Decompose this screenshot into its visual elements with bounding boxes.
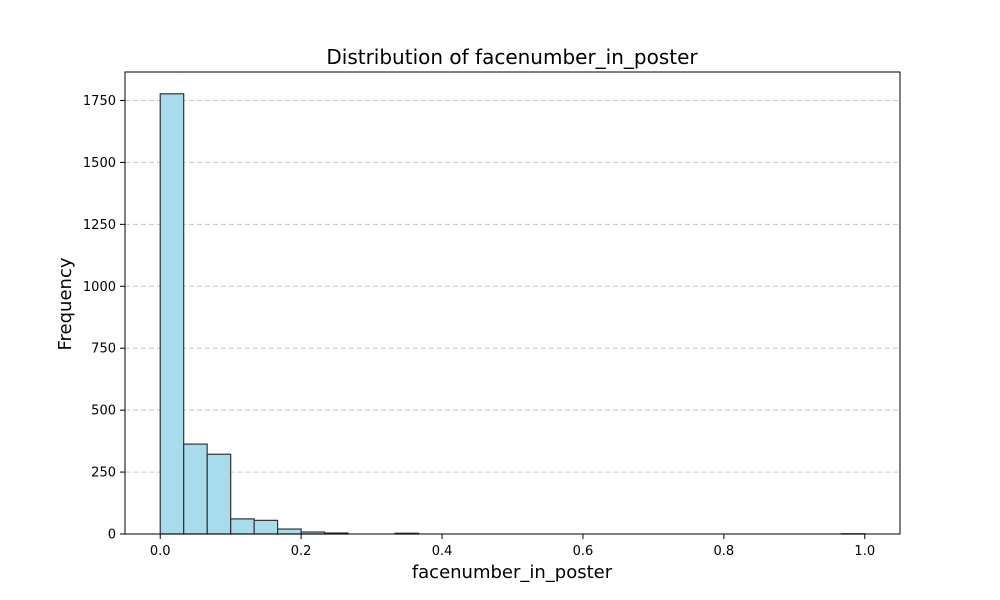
x-tick-label: 0.8 <box>714 544 735 559</box>
histogram-bar <box>230 518 255 535</box>
y-tick-label: 1250 <box>83 218 116 233</box>
histogram-bar <box>206 453 232 535</box>
chart-title: Distribution of facenumber_in_poster <box>326 45 698 69</box>
x-tick-label: 0.0 <box>150 544 171 559</box>
grid-lines <box>125 99 900 473</box>
y-tick-label: 0 <box>108 528 116 543</box>
plot-frame <box>124 71 901 535</box>
axes <box>120 71 901 539</box>
histogram-bar <box>253 519 279 535</box>
y-axis-label: Frequency <box>55 257 76 350</box>
x-tick-label: 0.6 <box>573 544 594 559</box>
tick-labels: 0.0 0.2 0.4 0.6 0.8 1.0 0 250 500 750 1000 1250 1500… <box>83 94 875 559</box>
y-tick-label: 500 <box>91 404 116 419</box>
histogram-bar <box>277 528 302 535</box>
y-tick-label: 250 <box>91 466 116 481</box>
histogram-bars <box>159 93 866 535</box>
y-tick-label: 1000 <box>83 280 116 295</box>
histogram-bar <box>183 443 208 535</box>
x-tick-label: 1.0 <box>854 544 875 559</box>
y-tick-label: 750 <box>91 342 116 357</box>
x-axis-label: facenumber_in_poster <box>412 562 613 583</box>
x-tick-label: 0.2 <box>291 544 312 559</box>
y-tick-label: 1750 <box>83 94 116 109</box>
x-tick-label: 0.4 <box>432 544 453 559</box>
y-tick-label: 1500 <box>83 156 116 171</box>
histogram-bar <box>159 93 185 535</box>
